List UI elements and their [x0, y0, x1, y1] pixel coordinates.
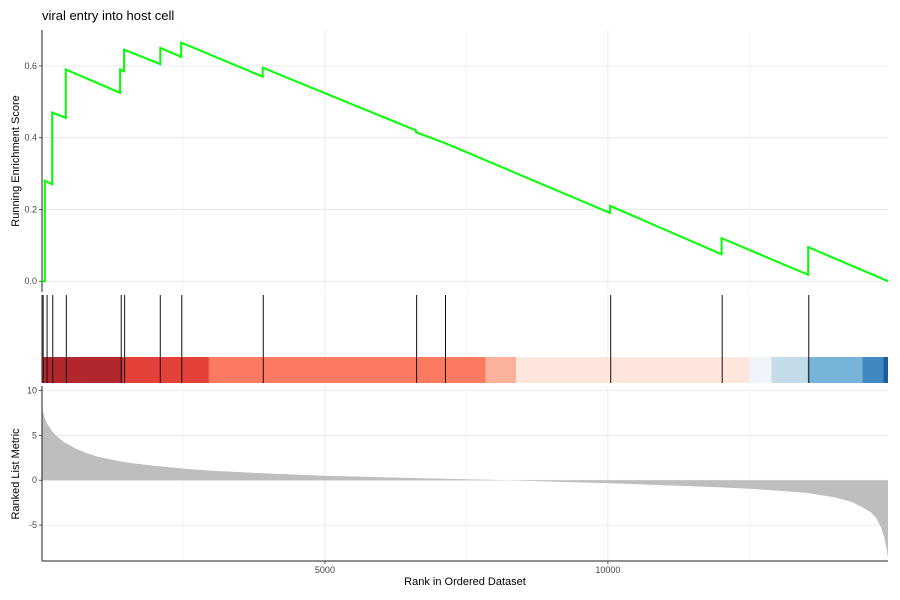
x-tick-label: 10000: [595, 565, 620, 575]
heat-strip-segment: [862, 357, 884, 383]
y-tick-label: 5: [32, 430, 37, 440]
heat-strip-segment: [883, 357, 888, 383]
heat-strip-segment: [516, 357, 750, 383]
hits-panel: [41, 295, 888, 383]
heat-strip-segment: [485, 357, 517, 383]
chart-title: viral entry into host cell: [42, 8, 174, 23]
x-axis-label: Rank in Ordered Dataset: [404, 576, 526, 588]
heat-strip-segment: [122, 357, 209, 383]
y-tick-label: 0.2: [24, 204, 37, 214]
ranked-metric-panel: 10 5 0 -5 5000 10000 Ranked List Metric Rank…: [10, 385, 888, 588]
heat-strip-segment: [771, 357, 808, 383]
ranked-metric-area: [42, 401, 888, 558]
y-tick-label: 0.4: [24, 133, 37, 143]
heat-strip-segment: [208, 357, 486, 383]
y-tick-label: 0.6: [24, 61, 37, 71]
p3-y-axis-label: Ranked List Metric: [10, 428, 22, 520]
heat-strip-segment: [807, 357, 863, 383]
heat-strip-segment: [42, 357, 123, 383]
y-tick-label: -5: [29, 520, 37, 530]
running-enrichment-panel: 0.0 0.2 0.4 0.6 Running Enrichment Score: [10, 30, 889, 292]
x-tick-label: 5000: [315, 565, 335, 575]
y-tick-label: 0.0: [24, 276, 37, 286]
y-tick-label: 0: [32, 475, 37, 485]
y-tick-label: 10: [27, 385, 37, 395]
p1-y-axis-label: Running Enrichment Score: [10, 95, 22, 226]
heat-strip-segment: [749, 357, 772, 383]
running-es-line: [42, 41, 889, 283]
